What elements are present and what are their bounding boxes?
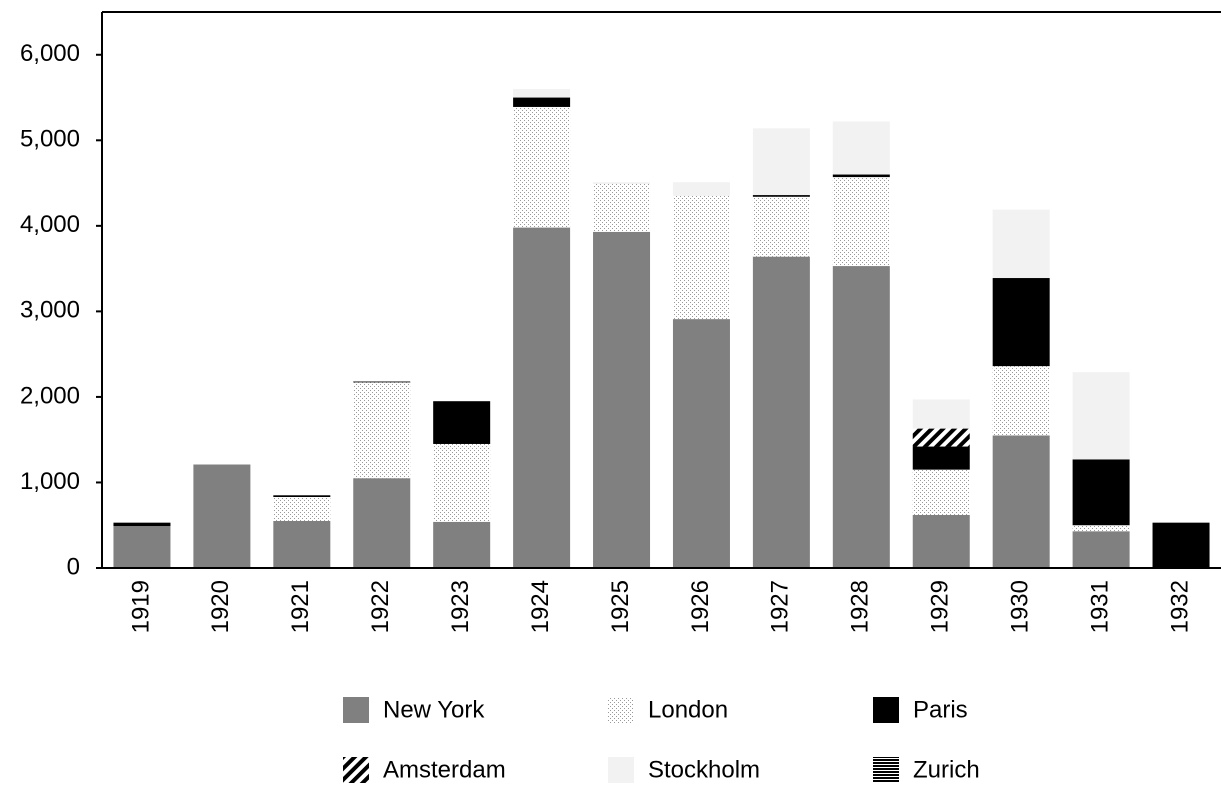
- bar-segment: [113, 526, 171, 568]
- bar-segment: [1072, 372, 1130, 460]
- y-tick-label: 6,000: [20, 40, 80, 67]
- bar-segment: [513, 106, 571, 228]
- y-tick-label: 5,000: [20, 126, 80, 153]
- x-tick-label: 1922: [367, 580, 394, 633]
- y-tick-label: 0: [67, 553, 80, 580]
- bar-segment: [912, 399, 970, 429]
- bar-segment: [433, 401, 491, 444]
- bar-segment: [1152, 522, 1210, 568]
- legend-label: New York: [383, 696, 485, 723]
- x-tick-label: 1927: [767, 580, 794, 633]
- bar-segment: [513, 97, 571, 107]
- x-tick-label: 1929: [927, 580, 954, 633]
- bar-segment: [433, 443, 491, 522]
- bar-segment: [273, 497, 331, 521]
- bar-segment: [353, 382, 411, 479]
- x-tick-label: 1919: [127, 580, 154, 633]
- bar-segment: [433, 521, 491, 568]
- bar-segment: [752, 128, 810, 196]
- bar-segment: [353, 381, 411, 383]
- x-tick-label: 1925: [607, 580, 634, 633]
- bar-segment: [992, 209, 1050, 279]
- bar-segment: [992, 278, 1050, 367]
- bar-segment: [672, 319, 730, 568]
- bar-segment: [672, 195, 730, 320]
- bar-segment: [912, 469, 970, 515]
- x-tick-label: 1921: [287, 580, 314, 633]
- bar-segment: [193, 464, 251, 568]
- y-tick-label: 2,000: [20, 382, 80, 409]
- legend-swatch: [873, 697, 899, 723]
- bar-segment: [992, 366, 1050, 436]
- x-tick-label: 1924: [527, 580, 554, 633]
- y-tick-label: 3,000: [20, 297, 80, 324]
- bar-segment: [593, 231, 651, 568]
- bar-segment: [992, 435, 1050, 568]
- legend-swatch: [343, 697, 369, 723]
- x-tick-label: 1931: [1086, 580, 1113, 633]
- legend-swatch: [873, 757, 899, 783]
- legend-label: Stockholm: [648, 756, 760, 783]
- x-tick-label: 1926: [687, 580, 714, 633]
- bar-segment: [353, 478, 411, 568]
- bar-segment: [752, 256, 810, 568]
- bar-segment: [1072, 531, 1130, 568]
- bar-segment: [273, 520, 331, 568]
- bar-segment: [832, 266, 890, 568]
- bar-segment: [832, 121, 890, 175]
- y-tick-label: 4,000: [20, 211, 80, 238]
- bar-segment: [513, 227, 571, 568]
- bar-segment: [513, 88, 571, 98]
- x-tick-label: 1928: [847, 580, 874, 633]
- x-tick-label: 1920: [207, 580, 234, 633]
- bar-segment: [1072, 459, 1130, 526]
- legend-swatch: [608, 697, 634, 723]
- legend-label: Amsterdam: [383, 756, 506, 783]
- bar-segment: [273, 495, 331, 498]
- x-tick-label: 1930: [1007, 580, 1034, 633]
- bar-segment: [752, 195, 810, 197]
- bar-segment: [752, 196, 810, 257]
- bar-segment: [593, 183, 651, 232]
- legend-label: London: [648, 696, 728, 723]
- bar-segment: [912, 446, 970, 470]
- bar-segment: [832, 174, 890, 178]
- y-tick-label: 1,000: [20, 468, 80, 495]
- x-tick-label: 1932: [1166, 580, 1193, 633]
- bar-segment: [832, 177, 890, 267]
- legend-label: Zurich: [913, 756, 980, 783]
- bar-segment: [113, 522, 171, 527]
- x-tick-label: 1923: [447, 580, 474, 633]
- bar-segment: [912, 514, 970, 568]
- legend-swatch: [608, 757, 634, 783]
- bar-segment: [593, 182, 651, 184]
- bar-segment: [1072, 525, 1130, 532]
- legend-label: Paris: [913, 696, 968, 723]
- bar-segment: [672, 182, 730, 196]
- legend-swatch: [343, 757, 369, 783]
- bar-segment: [912, 428, 970, 447]
